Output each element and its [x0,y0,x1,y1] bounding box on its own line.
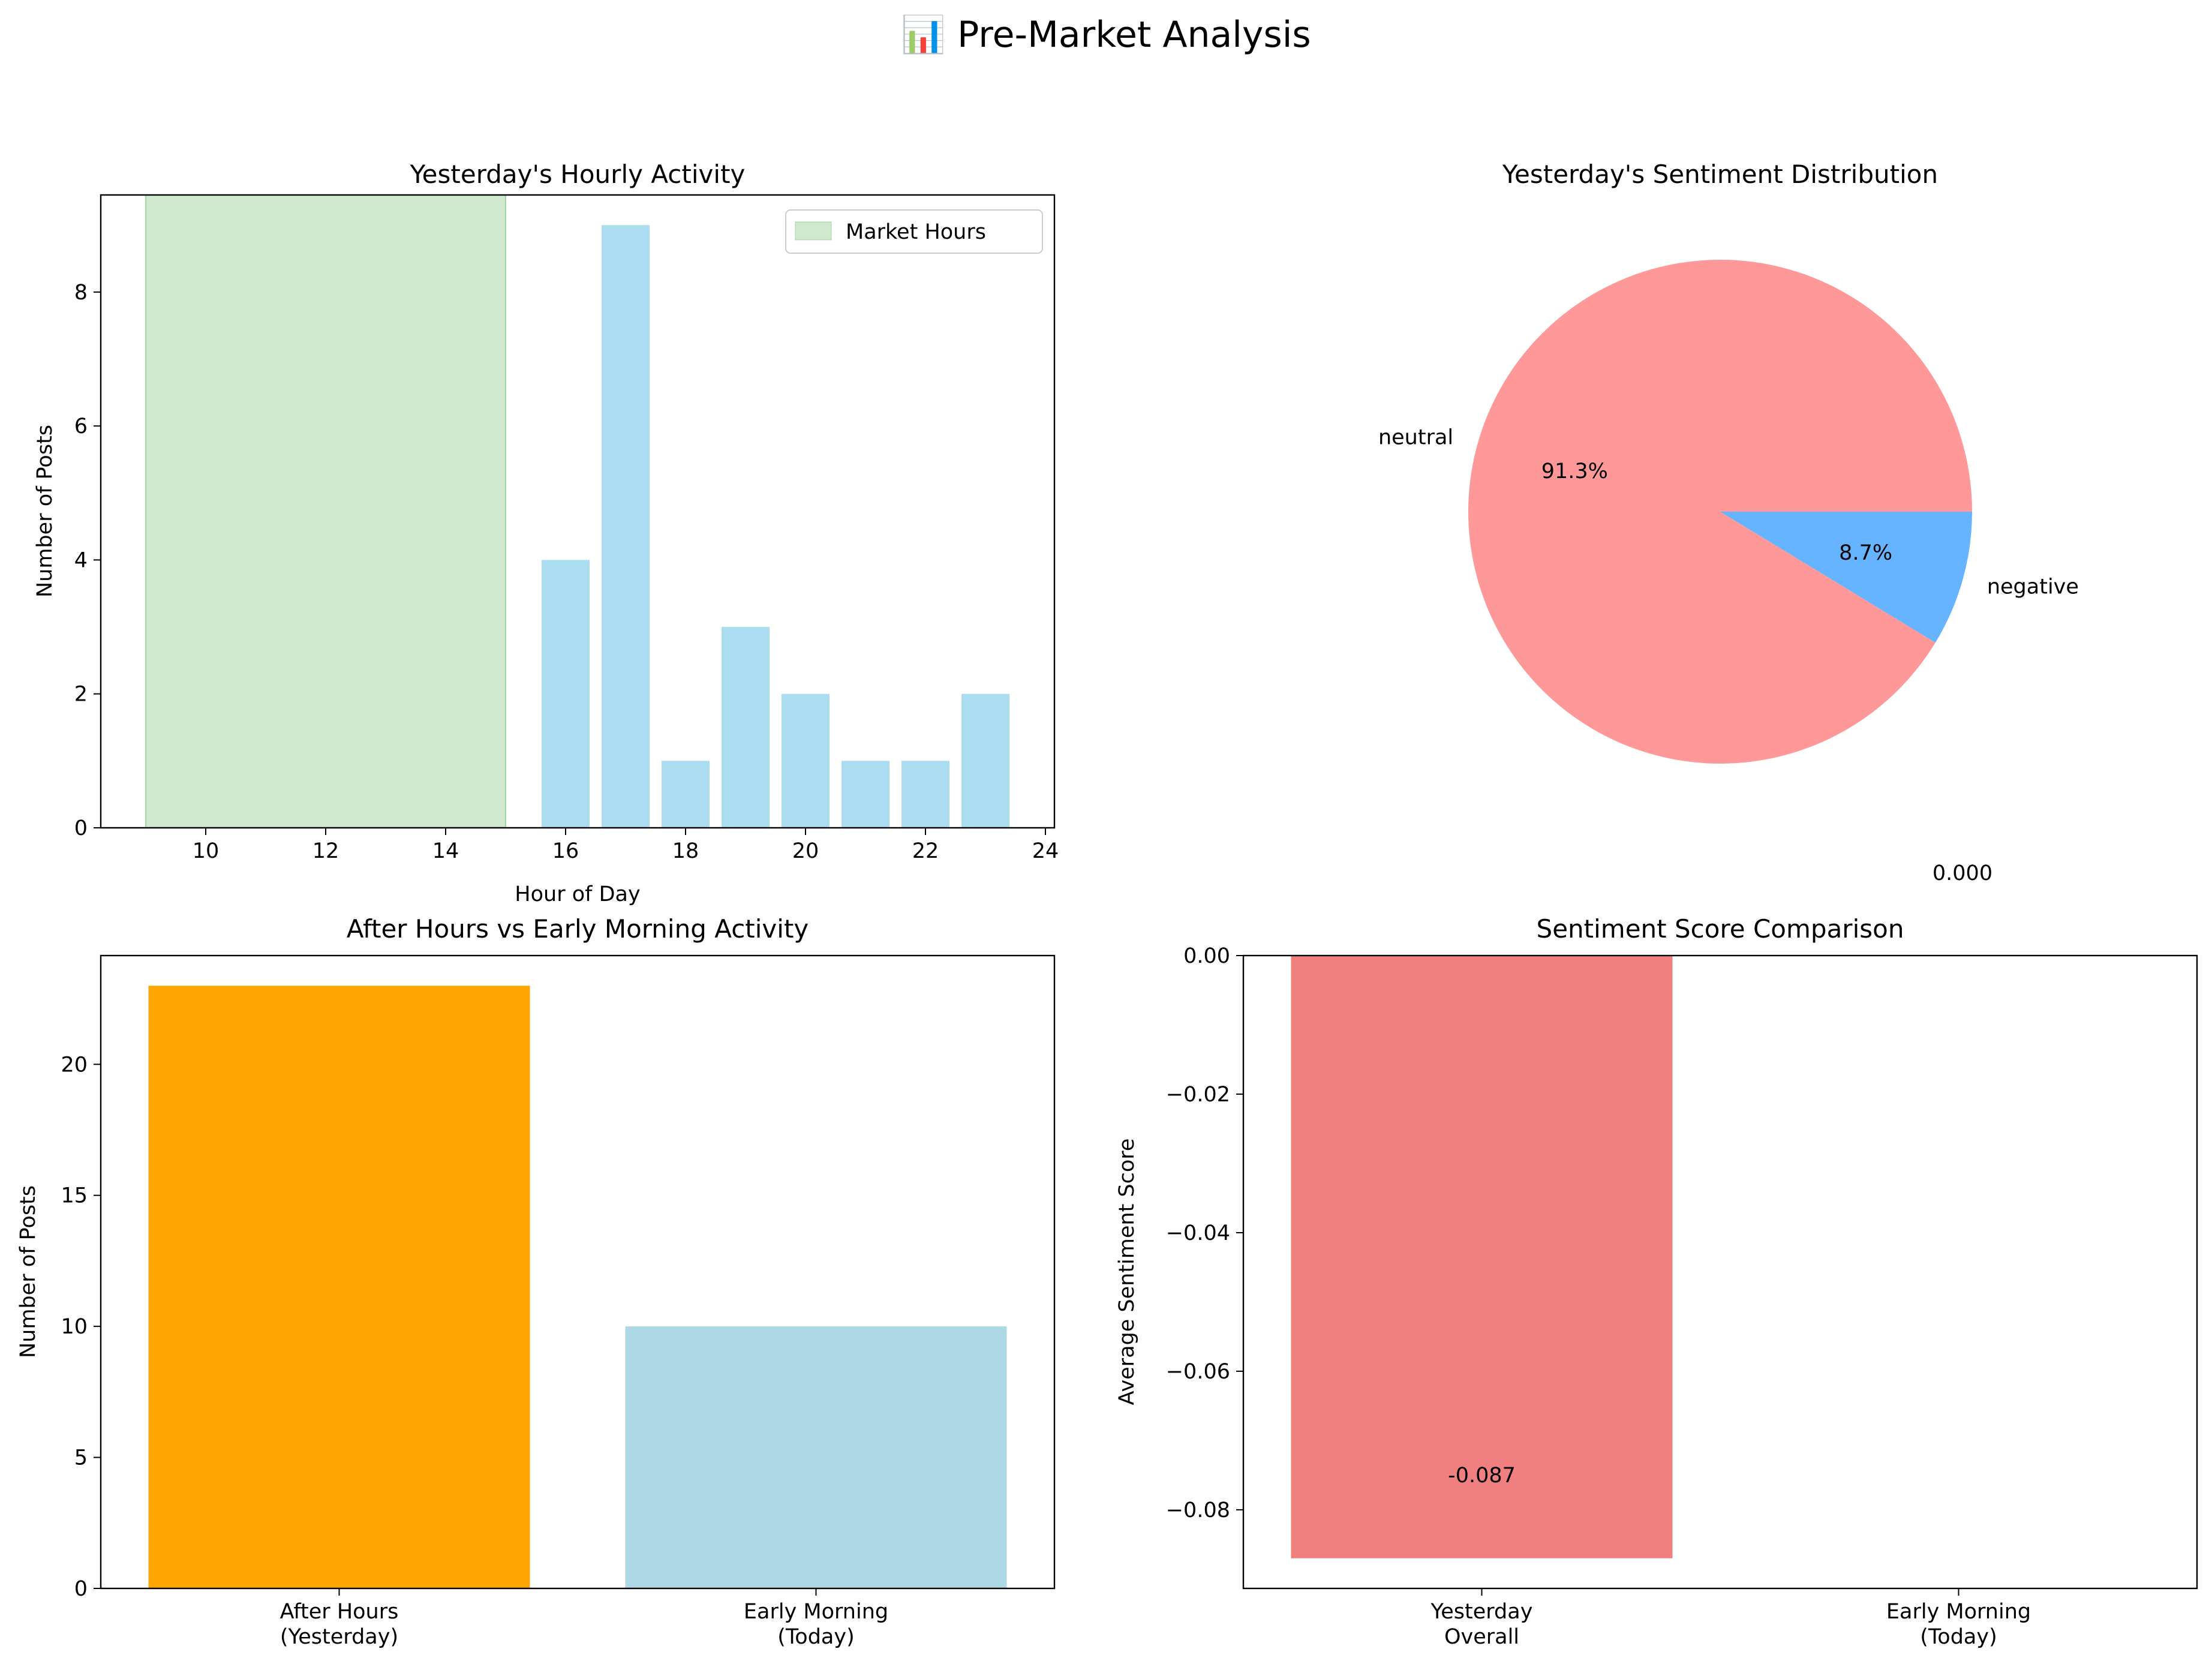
pie-slice-neutral [1468,260,1972,764]
y-tick-label-4: −0.08 [1166,1498,1230,1522]
y-tick-label-0: 0.00 [1183,944,1230,968]
legend-swatch-market-hours [795,221,832,241]
after-hours-axes-frame [100,954,1056,1590]
x-tick-label-1-line-1: (Today) [1920,1625,1997,1649]
x-tick-label-22: 22 [912,839,939,863]
legend-box [785,209,1043,254]
y-tick-label-2: −0.04 [1166,1221,1230,1245]
y-tick-label-1: −0.02 [1166,1083,1230,1107]
bar-hour-19 [722,627,770,828]
after-hours-plot-area: After Hours(Yesterday) Early Morning(Toda… [61,986,1007,1649]
x-tick-label-0-line-0: After Hours [280,1600,399,1624]
hourly-activity-title: Yesterday's Hourly Activity [410,160,746,189]
hourly-activity-y-axis-label: Number of Posts [33,425,57,597]
after-hours-vs-early-morning-title: After Hours vs Early Morning Activity [347,914,809,944]
pie-percent-neutral: 91.3% [1541,459,1608,483]
y-tick-label-6: 6 [74,415,88,438]
hourly-activity-x-axis-label: Hour of Day [515,882,640,906]
y-tick-label-8: 8 [74,281,88,305]
x-tick-label-1-line-1: (Today) [777,1625,855,1649]
x-tick-label-24: 24 [1032,839,1059,863]
sentiment-distribution-title: Yesterday's Sentiment Distribution [1502,160,1938,189]
sentiment-score-y-axis-label: Average Sentiment Score [1115,1139,1139,1405]
sentiment-score-comparison-chart: Sentiment Score Comparison YesterdayOver… [1115,914,2198,1649]
x-tick-label-0-line-0: Yesterday [1430,1600,1533,1624]
y-tick-label-4: 4 [74,548,88,572]
bar-hour-22 [901,761,949,828]
x-tick-label-10: 10 [193,839,220,863]
y-tick-label-0: 0 [74,816,88,840]
stray-value-label: 0.000 [1933,861,1992,885]
legend-label-market-hours: Market Hours [846,220,986,244]
pie-percent-negative: 8.7% [1839,541,1892,565]
hourly-activity-legend: Market Hours [785,209,1043,254]
bar-hour-17 [602,225,650,828]
x-tick-label-16: 16 [552,839,579,863]
pie-label-neutral: neutral [1378,425,1453,449]
y-tick-label-2: 2 [74,683,88,707]
x-tick-label-18: 18 [672,839,699,863]
x-tick-label-0-line-1: Overall [1444,1625,1519,1649]
y-tick-label-5: 5 [74,1446,88,1470]
bar-hour-18 [662,761,710,828]
bar-after-hours [148,986,530,1588]
bar-early-morning [625,1326,1007,1588]
market-hours-band [145,194,506,828]
sentiment-score-comparison-title: Sentiment Score Comparison [1537,914,1904,944]
pie-slice-negative [1720,512,1972,643]
hourly-activity-chart: Yesterday's Hourly Activity 10 12 14 16 18 20… [33,160,1059,906]
y-tick-label-20: 20 [61,1053,88,1077]
bar-yesterday [1291,956,1673,1558]
pie-label-negative: negative [1987,575,2079,599]
figure-title: 📊 Pre-Market Analysis [901,14,1311,56]
x-tick-label-12: 12 [312,839,339,863]
y-tick-label-10: 10 [61,1315,88,1339]
after-hours-vs-early-morning-chart: After Hours vs Early Morning Activity Af… [16,914,1056,1649]
x-tick-label-14: 14 [432,839,459,863]
value-label-yesterday: -0.087 [1448,1464,1516,1488]
y-tick-label-15: 15 [61,1184,88,1208]
bar-hour-16 [542,560,590,828]
y-tick-label-0: 0 [74,1577,88,1601]
after-hours-y-axis-label: Number of Posts [16,1185,40,1358]
bar-hour-23 [961,693,1009,828]
y-tick-label-3: −0.06 [1166,1360,1230,1384]
sentiment-pie: neutral 91.3% negative 8.7% [1378,260,2079,764]
x-tick-label-20: 20 [792,839,819,863]
hourly-activity-axes-frame [100,194,1056,829]
bar-hour-21 [841,761,889,828]
x-tick-label-0-line-1: (Yesterday) [280,1625,398,1649]
sentiment-distribution-chart: Yesterday's Sentiment Distribution neutr… [1378,160,2079,885]
sentiment-score-axes-frame [1242,954,2198,1590]
x-tick-label-1-line-0: Early Morning [744,1600,888,1624]
x-tick-label-1-line-0: Early Morning [1886,1600,2031,1624]
bar-hour-20 [782,693,830,828]
